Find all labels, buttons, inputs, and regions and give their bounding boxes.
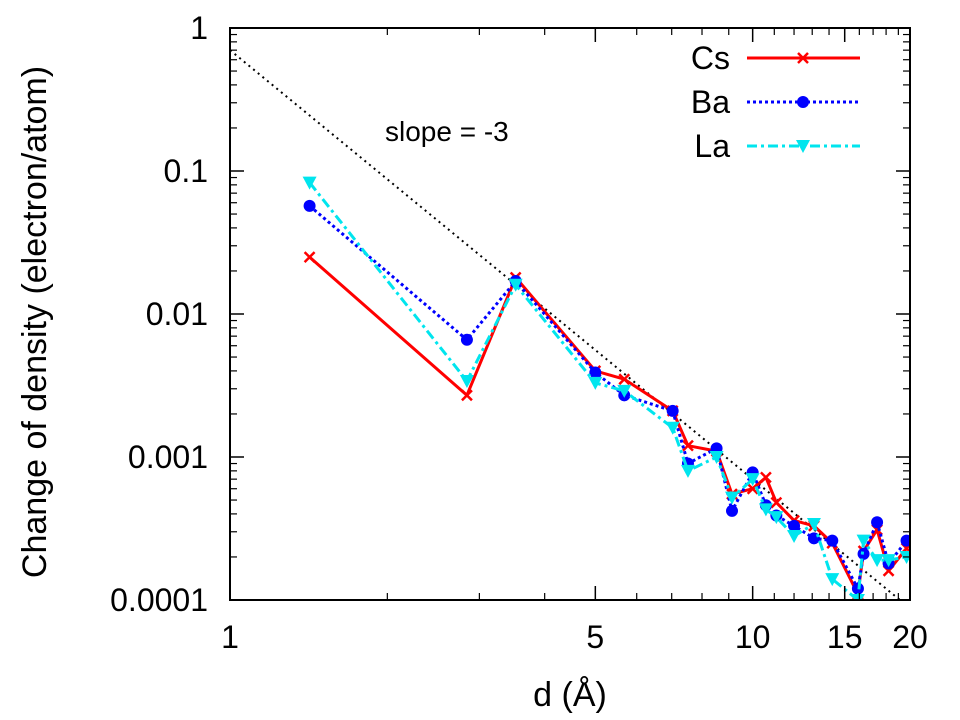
- data-point-Ba: [788, 519, 801, 532]
- legend-marker-La: [796, 140, 810, 153]
- slope-annotation: slope = -3: [385, 116, 509, 147]
- axes-layer: [229, 27, 911, 601]
- data-point-Cs: [770, 496, 783, 509]
- y-tick-label: 0.01: [146, 296, 208, 332]
- data-point-La: [769, 511, 784, 525]
- legend-label-Ba: Ba: [691, 84, 730, 120]
- data-point-La: [588, 376, 603, 390]
- data-point-La: [806, 517, 821, 531]
- data-point-La: [665, 421, 680, 435]
- series-La: [302, 176, 910, 600]
- series-Ba: [303, 199, 910, 595]
- data-point-La: [725, 491, 740, 505]
- series-line-La: [308, 181, 907, 600]
- data-point-La: [881, 554, 896, 568]
- data-point-Ba: [460, 333, 473, 346]
- data-point-La: [856, 534, 871, 548]
- data-point-Ba: [900, 534, 910, 547]
- legend-marker-Ba: [797, 96, 809, 108]
- y-tick-label: 0.1: [164, 153, 208, 189]
- legend-label-La: La: [694, 128, 730, 164]
- data-point-Ba: [726, 504, 739, 517]
- data-point-La: [850, 594, 865, 600]
- data-point-La: [508, 278, 523, 292]
- data-point-La: [825, 573, 840, 587]
- data-point-La: [709, 451, 724, 464]
- x-tick-label: 1: [221, 619, 239, 655]
- y-tick-label: 0.001: [128, 439, 208, 475]
- data-point-Ba: [589, 366, 602, 379]
- y-tick-label: 1: [190, 10, 208, 46]
- legend: Cs Ba La: [691, 40, 860, 164]
- data-point-La: [787, 530, 802, 544]
- data-point-Cs: [746, 482, 759, 495]
- slope-reference-line: [230, 49, 902, 600]
- data-point-Ba: [666, 404, 679, 417]
- y-tick-label: 0.0001: [110, 582, 208, 618]
- data-point-Ba: [871, 516, 884, 529]
- legend-marker-Cs: [797, 52, 809, 64]
- data-point-La: [870, 554, 885, 568]
- data-point-La: [745, 473, 760, 487]
- data-point-La: [302, 176, 317, 190]
- series-line-Ba: [308, 204, 908, 591]
- legend-label-Cs: Cs: [691, 40, 730, 76]
- data-point-La: [617, 384, 632, 398]
- plot-frame: [229, 27, 911, 601]
- x-tick-label: 15: [827, 619, 863, 655]
- y-axis-title: Change of density (electron/atom): [16, 66, 54, 578]
- data-point-Cs: [682, 439, 694, 452]
- data-point-Ba: [826, 534, 839, 547]
- series-layer: [302, 176, 910, 600]
- data-point-La: [680, 464, 695, 478]
- data-point-La: [758, 503, 773, 517]
- x-axis-title: d (Å): [533, 676, 607, 714]
- data-point-Cs: [303, 251, 316, 263]
- reference-line-layer: [230, 49, 902, 600]
- x-tick-label: 20: [892, 619, 928, 655]
- x-tick-label: 10: [735, 619, 771, 655]
- data-point-Cs: [760, 471, 772, 484]
- data-point-Cs: [618, 373, 631, 386]
- data-point-Ba: [303, 199, 316, 212]
- data-point-La: [459, 374, 474, 388]
- x-tick-label: 5: [586, 619, 604, 655]
- series-line-Cs: [308, 255, 908, 596]
- data-point-Cs: [461, 389, 473, 402]
